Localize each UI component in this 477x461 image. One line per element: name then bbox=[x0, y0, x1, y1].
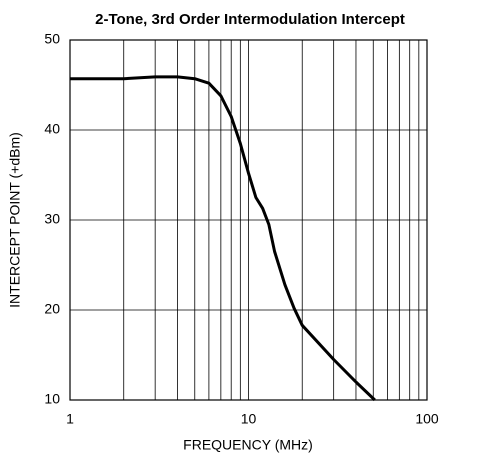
x-tick-label: 1 bbox=[66, 411, 74, 427]
x-axis-label: FREQUENCY (MHz) bbox=[183, 437, 313, 453]
chart-title: 2-Tone, 3rd Order Intermodulation Interc… bbox=[95, 11, 405, 28]
x-tick-label: 100 bbox=[415, 411, 439, 427]
y-tick-label: 40 bbox=[44, 121, 60, 137]
y-tick-label: 20 bbox=[44, 301, 60, 317]
y-tick-label: 50 bbox=[44, 31, 60, 47]
data-line bbox=[70, 75, 376, 402]
y-tick-label: 10 bbox=[44, 391, 60, 407]
y-axis-label: INTERCEPT POINT (+dBm) bbox=[7, 132, 23, 308]
x-tick-label: 10 bbox=[241, 411, 257, 427]
y-tick-label: 30 bbox=[44, 211, 60, 227]
